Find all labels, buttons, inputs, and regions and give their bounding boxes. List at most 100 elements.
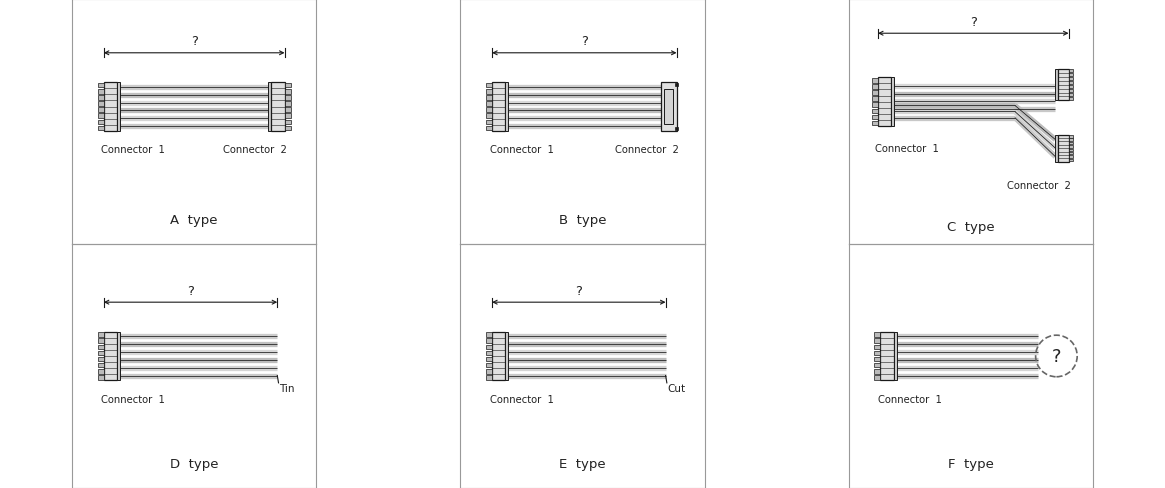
Bar [284,102,291,106]
Bar [486,108,492,113]
Bar [1058,136,1068,162]
Bar [1068,136,1073,139]
Bar [486,345,492,349]
Text: F  type: F type [948,457,994,470]
Bar [98,369,104,374]
Bar [1068,139,1073,142]
Bar [871,116,878,120]
Bar [676,128,678,131]
Bar [1068,98,1073,101]
Text: E  type: E type [559,457,606,470]
Bar [271,83,284,132]
Text: Connector  1: Connector 1 [878,394,941,404]
Bar [486,90,492,94]
Text: A  type: A type [170,213,218,226]
Bar [284,108,291,113]
Bar [98,351,104,355]
Bar [1068,82,1073,85]
Bar [874,375,881,380]
Text: Connector  1: Connector 1 [101,394,165,404]
Bar [104,332,118,381]
Bar [1058,70,1068,102]
Bar [284,114,291,119]
Bar [284,121,291,125]
Bar [878,78,891,127]
Bar [98,375,104,380]
Text: ?: ? [1052,347,1061,365]
Text: ?: ? [969,16,976,29]
Bar [486,339,492,343]
Bar [874,345,881,349]
Bar [98,108,104,113]
Text: Connector  1: Connector 1 [101,145,165,155]
Bar [492,83,506,132]
Bar [1068,78,1073,81]
Bar [486,126,492,131]
Text: Connector  2: Connector 2 [224,145,287,155]
Text: Tin: Tin [280,384,295,393]
Bar [676,84,678,87]
Bar [268,83,271,132]
Bar [98,102,104,106]
Bar [492,332,506,381]
Bar [98,363,104,367]
Bar [1068,153,1073,155]
Bar [1068,90,1073,93]
Bar [1068,74,1073,77]
Bar [1068,70,1073,73]
Bar [506,83,508,132]
Bar [486,96,492,101]
Bar [98,126,104,131]
Bar [664,90,673,125]
Bar [1055,136,1058,162]
Bar [874,351,881,355]
Bar [1055,70,1058,102]
Bar [104,83,118,132]
Bar [98,357,104,362]
Text: Connector  2: Connector 2 [1008,181,1071,190]
Bar [486,369,492,374]
Bar [871,122,878,126]
Bar [98,114,104,119]
Bar [284,84,291,88]
Bar [874,363,881,367]
Bar [284,126,291,131]
Bar [118,83,120,132]
Bar [1068,94,1073,97]
Text: Connector  2: Connector 2 [615,145,679,155]
Bar [486,351,492,355]
Bar [874,369,881,374]
Text: Connector  1: Connector 1 [489,394,553,404]
Bar [874,339,881,343]
Text: C  type: C type [947,221,995,233]
Bar [881,332,894,381]
Bar [1068,159,1073,162]
Bar [871,109,878,114]
Bar [486,114,492,119]
Bar [871,85,878,89]
Bar [486,333,492,337]
Bar [98,333,104,337]
Bar [871,97,878,102]
Text: ?: ? [191,35,198,48]
Text: ?: ? [188,284,193,297]
Bar [1068,142,1073,145]
Bar [871,103,878,108]
Text: Cut: Cut [668,384,686,393]
Bar [284,90,291,94]
Bar [98,90,104,94]
Text: Connector  1: Connector 1 [875,144,939,154]
Bar [486,357,492,362]
Bar [874,357,881,362]
Bar [1068,86,1073,89]
Bar [894,332,897,381]
Bar [486,102,492,106]
Bar [98,84,104,88]
Bar [486,375,492,380]
Bar [486,363,492,367]
Bar [98,339,104,343]
Text: ?: ? [581,35,588,48]
Text: B  type: B type [559,213,606,226]
Text: ?: ? [576,284,582,297]
Bar [486,84,492,88]
